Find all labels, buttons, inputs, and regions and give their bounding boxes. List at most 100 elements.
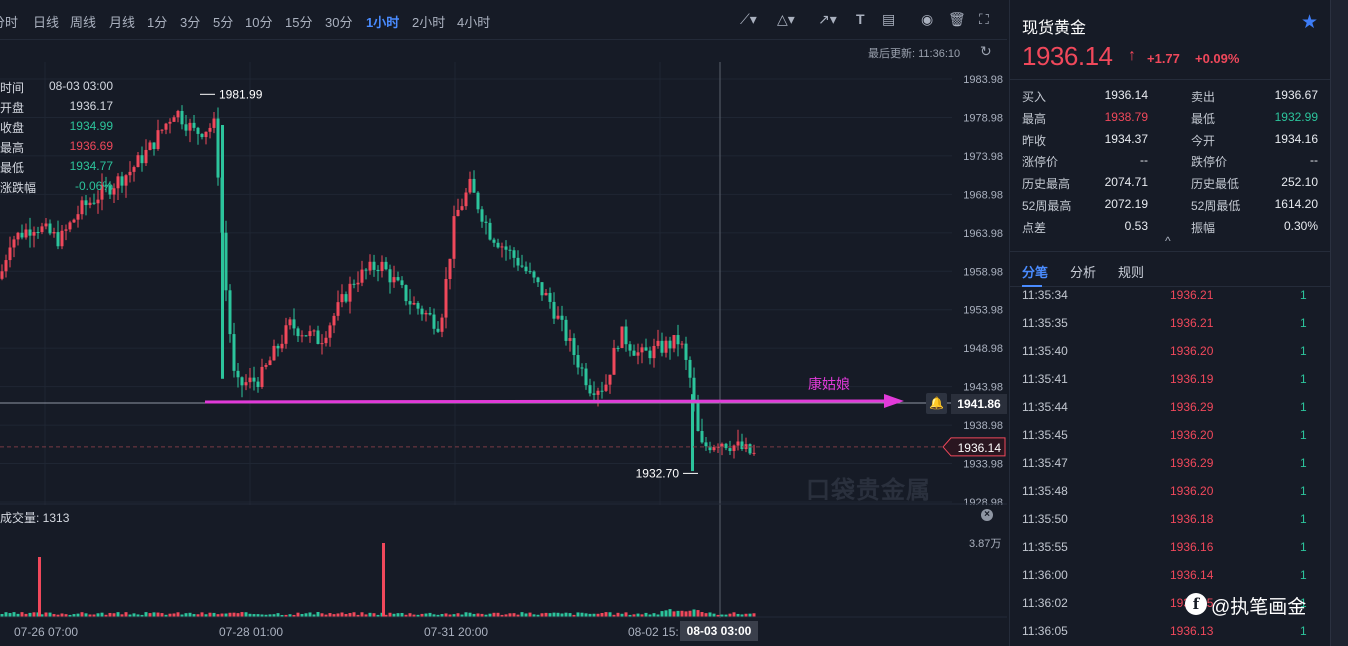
- refresh-icon[interactable]: ↻: [980, 43, 992, 59]
- stat-value: 2072.19: [1104, 197, 1148, 211]
- volume-bar: [516, 614, 520, 617]
- period-1h[interactable]: 1小时: [366, 15, 400, 30]
- volume-chart[interactable]: [0, 505, 1007, 618]
- annotation-label[interactable]: 康姑娘: [808, 376, 850, 392]
- tab-ticks[interactable]: 分笔: [1022, 265, 1049, 280]
- tick-price: 1936.29: [1170, 456, 1214, 470]
- volume-bar: [256, 614, 260, 617]
- measure-tool-icon[interactable]: ▤: [882, 11, 896, 27]
- volume-bar: [752, 613, 756, 617]
- volume-max-label: 3.87万: [969, 538, 1002, 550]
- stat-label: 52周最高: [1022, 199, 1072, 213]
- candle-body: [52, 232, 56, 234]
- period-4h[interactable]: 4小时: [457, 15, 491, 30]
- candle-body: [152, 142, 156, 149]
- volume-bar: [308, 612, 312, 617]
- stat-value: 0.30%: [1283, 219, 1318, 233]
- period-2h[interactable]: 2小时: [412, 15, 446, 30]
- period-weekly[interactable]: 周线: [70, 15, 97, 30]
- candle-body: [68, 222, 72, 230]
- y-tick-label: 1958.98: [963, 266, 1003, 278]
- candle-body: [580, 367, 584, 369]
- line-tool-icon[interactable]: ⟋▾: [740, 11, 757, 27]
- volume-bar: [248, 613, 252, 617]
- candle-body: [691, 394, 694, 472]
- x-axis-label: 08-02 15:: [628, 625, 679, 639]
- candle-body: [464, 192, 468, 207]
- tick-time: 11:36:05: [1022, 624, 1068, 638]
- tick-price: 1936.19: [1170, 372, 1214, 386]
- tick-vol: 1: [1300, 624, 1307, 638]
- candle-body: [596, 390, 600, 395]
- info-value-low: 1934.77: [69, 159, 113, 173]
- period-3m[interactable]: 3分: [180, 15, 201, 30]
- candle-body: [436, 328, 440, 332]
- tab-rules[interactable]: 规则: [1118, 265, 1145, 280]
- shape-tool-icon[interactable]: △▾: [777, 11, 795, 27]
- candle-body: [472, 178, 476, 193]
- volume-bar: [624, 612, 628, 617]
- candle-body: [704, 442, 708, 447]
- candle-body: [552, 301, 556, 319]
- period-10m[interactable]: 10分: [245, 15, 273, 30]
- trash-icon[interactable]: 🗑: [948, 11, 966, 27]
- candle-body: [612, 347, 616, 375]
- volume-bar: [700, 612, 704, 617]
- period-daily[interactable]: 日线: [33, 15, 60, 30]
- period-1m[interactable]: 1分: [147, 15, 168, 30]
- stat-value: --: [1140, 153, 1148, 167]
- candle-body: [224, 232, 228, 291]
- period-timeshare[interactable]: 分时: [0, 15, 19, 30]
- candle-body: [660, 340, 664, 353]
- bell-icon[interactable]: 🔔: [926, 393, 947, 414]
- period-monthly[interactable]: 月线: [109, 15, 136, 30]
- stat-value: 2074.71: [1104, 175, 1148, 189]
- star-icon[interactable]: ★: [1301, 12, 1319, 33]
- volume-bar: [684, 611, 688, 617]
- period-15m[interactable]: 15分: [285, 15, 313, 30]
- period-5m[interactable]: 5分: [213, 15, 234, 30]
- candle-body: [108, 185, 112, 195]
- candle-body: [188, 122, 192, 131]
- chevron-up-icon[interactable]: ^: [1165, 234, 1171, 248]
- candle-body: [544, 292, 548, 296]
- tick-time: 11:36:00: [1022, 568, 1068, 582]
- period-30m[interactable]: 30分: [325, 15, 353, 30]
- tick-time: 11:35:45: [1022, 428, 1068, 442]
- stat-label: 涨停价: [1022, 155, 1059, 169]
- candle-body: [692, 377, 696, 403]
- candle-body: [221, 124, 224, 379]
- x-axis-label: 07-26 07:00: [14, 625, 79, 639]
- candle-body: [540, 282, 544, 296]
- candle-body: [48, 223, 52, 234]
- close-icon[interactable]: ×: [981, 509, 993, 521]
- candle-body: [64, 229, 68, 231]
- scrollbar[interactable]: [1330, 0, 1348, 646]
- candle-body: [516, 257, 520, 266]
- volume-bar: [352, 612, 356, 617]
- candle-body: [88, 202, 92, 206]
- fullscreen-icon[interactable]: ⛶: [979, 11, 989, 27]
- eye-icon[interactable]: ◉: [921, 11, 934, 27]
- tick-time: 11:35:34: [1022, 288, 1068, 302]
- candle-body: [40, 226, 44, 233]
- volume-bar: [492, 612, 496, 617]
- volume-bar: [332, 614, 336, 617]
- volume-bar: [116, 612, 120, 617]
- tick-time: 11:36:02: [1022, 596, 1068, 610]
- arrow-tool-icon[interactable]: ↗▾: [818, 11, 837, 27]
- candle-body: [640, 347, 644, 353]
- candle-body: [488, 222, 492, 240]
- price-chart[interactable]: 1983.98 1978.98 1973.98 1968.98 1963.98 1958.…: [0, 62, 1007, 505]
- volume-bar: [460, 614, 464, 617]
- text-tool-icon[interactable]: T: [856, 11, 865, 27]
- info-value-close: 1934.99: [69, 119, 113, 133]
- volume-bar: [592, 613, 596, 617]
- candle-body: [708, 446, 712, 451]
- candle-body: [568, 338, 572, 341]
- volume-bar: [448, 614, 452, 617]
- volume-bar: [620, 613, 624, 617]
- tab-analysis[interactable]: 分析: [1070, 265, 1097, 280]
- volume-bar: [356, 614, 360, 617]
- volume-bar: [296, 612, 300, 617]
